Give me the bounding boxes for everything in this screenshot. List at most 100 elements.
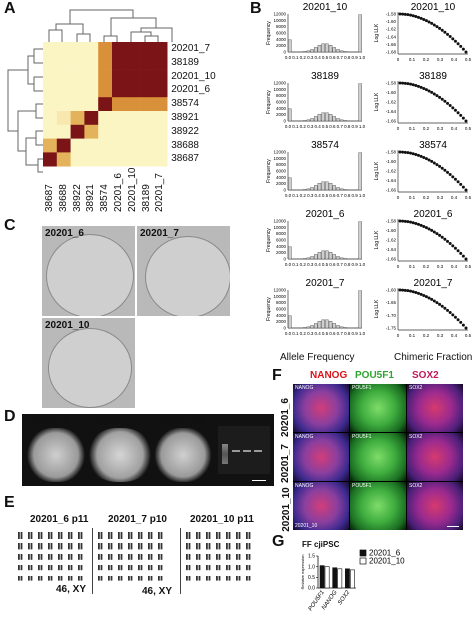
colony-photo-20201-7: 20201_7 [137, 226, 230, 316]
heatmap-cell [112, 152, 127, 167]
chimeric-point [451, 175, 455, 179]
heatmap-cell [153, 124, 168, 139]
chimeric-point [411, 290, 415, 294]
chimeric-point [424, 19, 428, 23]
histogram-xtick: 0.4 [314, 124, 321, 129]
heatmap-cell [56, 55, 71, 70]
chimeric-point [411, 221, 415, 225]
chimeric-point [401, 150, 405, 154]
histogram-title: 38574 [311, 140, 339, 151]
histogram-bar [358, 83, 362, 122]
chimeric-ytick: -1.65 [386, 300, 397, 305]
stain-header-sox2: SOX2 [412, 370, 439, 381]
chimeric-point [443, 99, 447, 103]
chimeric-point [419, 292, 423, 296]
chimeric-point [422, 224, 426, 228]
chimeric-point [414, 84, 418, 88]
histogram-bar [314, 47, 318, 53]
heatmap-cell [43, 152, 58, 167]
histogram-xtick: 0.5 [322, 193, 329, 198]
heatmap-row-label: 38574 [171, 98, 199, 110]
chimeric-ytick: -1.68 [386, 50, 397, 55]
chimeric-ytick: -1.62 [386, 169, 397, 174]
panel-label-c: C [4, 217, 16, 234]
heatmap-row-label: 38921 [171, 112, 199, 123]
heatmap-cell [125, 83, 140, 98]
immunostain-image: SOX2 [407, 433, 463, 481]
chimeric-point [424, 226, 428, 230]
histogram-bar [314, 323, 318, 329]
chimeric-xtick: 0.3 [437, 264, 444, 269]
heatmap-col-label: 38921 [85, 184, 97, 213]
chimeric-point [456, 42, 460, 46]
chimeric-ytick: -1.58 [386, 150, 397, 155]
chimeric-point [403, 12, 407, 16]
chimeric-point [422, 86, 426, 90]
histogram-bar [306, 119, 311, 122]
histogram-ytick: 0 [283, 188, 286, 193]
histogram-ytick: 6000 [276, 238, 287, 243]
heatmap-cell [84, 83, 99, 98]
histogram-bar [288, 315, 292, 329]
chimeric-point [406, 82, 410, 86]
chimeric-point [406, 289, 410, 293]
histogram-bar [321, 43, 325, 53]
histogram-xtick: 0.0 [285, 124, 292, 129]
chimeric-ytick: -1.62 [386, 238, 397, 243]
immunostain-inset-label: SOX2 [409, 434, 423, 440]
histogram-xtick: 0.9 [351, 331, 358, 336]
histogram-bar [310, 187, 314, 191]
histogram-xtick: 0.1 [292, 331, 299, 336]
chimeric-point [398, 219, 402, 223]
bar-ytick: 0.0 [308, 586, 315, 592]
chimeric-ytick: -1.70 [386, 313, 397, 318]
chimeric-point [432, 23, 436, 27]
heatmap-grid [43, 42, 168, 167]
histogram-xtick: 0.4 [314, 262, 321, 267]
chimeric-point [409, 13, 413, 17]
histogram-xtick: 0.9 [351, 124, 358, 129]
chimeric-point [406, 151, 410, 155]
chimeric-point [448, 311, 452, 315]
heatmap-cell [112, 42, 127, 57]
heatmap-cell [153, 83, 168, 98]
chimeric-point [456, 111, 460, 115]
histogram-ylabel: Frequency [266, 90, 272, 114]
heatmap-cell [43, 138, 58, 153]
chimeric-point [459, 320, 463, 324]
chimeric-point [409, 289, 413, 293]
histogram-xtick: 0.7 [337, 262, 344, 267]
chimeric-point [414, 291, 418, 295]
histogram-bar [325, 43, 329, 53]
histogram-xtick: 0.4 [314, 193, 321, 198]
stain-row-labels: 20201_6 20201_7 20201_10 [279, 386, 292, 532]
histogram-xlabel: Allele Frequency [280, 352, 355, 363]
histogram-ytick: 4000 [276, 313, 287, 318]
chimeric-point [422, 17, 426, 21]
heatmap-cell [98, 55, 113, 70]
histogram-ytick: 4000 [276, 244, 287, 249]
histogram-xtick: 0.6 [329, 331, 336, 336]
histogram-xtick: 0.3 [307, 262, 314, 267]
immunostain-inset-label: SOX2 [409, 483, 423, 489]
chimeric-point [430, 297, 434, 301]
heatmap-cell [98, 111, 113, 126]
chimeric-xtick: 0.2 [423, 57, 430, 62]
chimeric-point [430, 90, 434, 94]
chimeric-ylabel: Log LLK [374, 230, 380, 249]
chimeric-point [435, 163, 439, 167]
chimeric-point [403, 81, 407, 85]
histogram-bar [288, 177, 292, 191]
chimeric-xlabel: Chimeric Fraction [394, 352, 473, 363]
immunostain-image: POU5F1 [350, 433, 406, 481]
chimeric-point [453, 246, 457, 250]
chimeric-xtick: 0.4 [451, 57, 458, 62]
heatmap-cell [139, 97, 154, 112]
heatmap-cell [153, 111, 168, 126]
chimeric-point [451, 313, 455, 317]
histogram-xtick: 0.6 [329, 124, 336, 129]
ap-label-2: 20201_7 [96, 416, 135, 427]
chimeric-xtick: 0.1 [409, 264, 416, 269]
stain-row-label: 20201_6 [279, 398, 291, 437]
